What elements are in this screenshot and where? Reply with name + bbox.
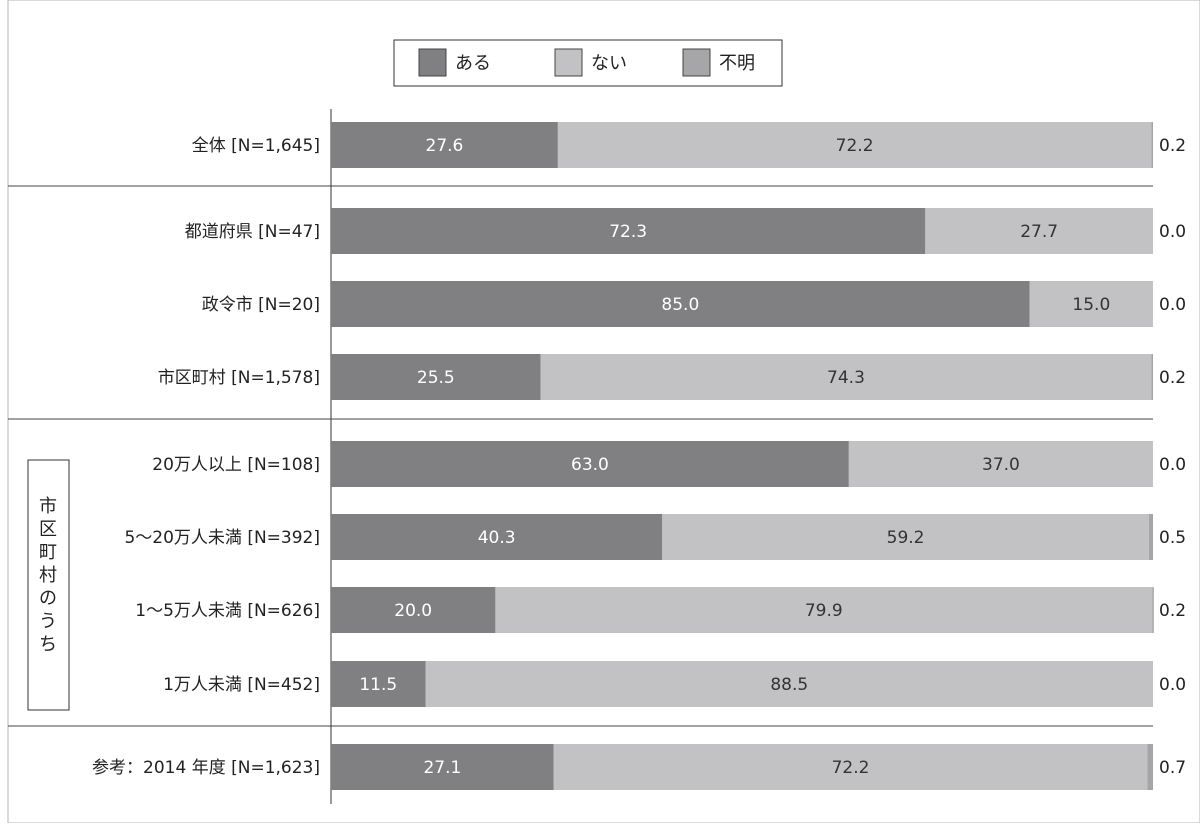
data-label-9-series-3: 0.7 bbox=[1159, 758, 1186, 778]
category-label-6: 5〜20万人未満 [N=392] bbox=[124, 528, 320, 548]
bar-9-series-1 bbox=[331, 744, 554, 790]
data-label-5-series-3: 0.0 bbox=[1159, 455, 1186, 475]
bar-3-series-1 bbox=[331, 281, 1030, 327]
data-label-4-series-3: 0.2 bbox=[1159, 368, 1186, 388]
legend-box bbox=[393, 39, 783, 87]
legend: ある ない 不明 bbox=[393, 39, 783, 87]
bar-7-series-2 bbox=[495, 587, 1153, 633]
bar-2-series-2 bbox=[925, 208, 1153, 254]
data-label-9-series-1: 27.1 bbox=[423, 758, 461, 778]
data-label-2-series-1: 72.3 bbox=[609, 222, 647, 242]
legend-swatch-3 bbox=[682, 48, 711, 77]
bar-4-series-2 bbox=[540, 354, 1152, 400]
legend-label-1: ある bbox=[455, 53, 491, 74]
bar-5-series-2 bbox=[848, 441, 1153, 487]
bar-6-series-1 bbox=[331, 514, 663, 560]
data-label-7-series-1: 20.0 bbox=[394, 601, 432, 621]
bar-7-series-3 bbox=[1152, 587, 1154, 633]
data-label-7-series-3: 0.2 bbox=[1159, 601, 1186, 621]
group-label-char-7: ち bbox=[39, 634, 57, 655]
group-label-char-5: の bbox=[39, 588, 57, 609]
group-label-char-3: 町 bbox=[39, 542, 57, 563]
bar-1-series-3 bbox=[1151, 122, 1153, 168]
bar-8-series-2 bbox=[425, 661, 1153, 707]
data-label-5-series-2: 37.0 bbox=[982, 455, 1020, 475]
data-label-3-series-2: 15.0 bbox=[1072, 295, 1110, 315]
bar-4-series-1 bbox=[331, 354, 541, 400]
data-label-4-series-2: 74.3 bbox=[827, 368, 865, 388]
bar-9-series-3 bbox=[1147, 744, 1153, 790]
data-label-2-series-2: 27.7 bbox=[1020, 222, 1058, 242]
legend-swatch-1 bbox=[418, 48, 447, 77]
category-label-4: 市区町村 [N=1,578] bbox=[158, 368, 320, 388]
group-label-char-2: 区 bbox=[39, 519, 57, 540]
data-label-7-series-2: 79.9 bbox=[805, 601, 843, 621]
bars bbox=[331, 122, 1154, 790]
legend-swatch-2 bbox=[554, 48, 583, 77]
category-label-5: 20万人以上 [N=108] bbox=[152, 455, 320, 475]
data-label-1-series-2: 72.2 bbox=[836, 136, 874, 156]
bar-2-series-1 bbox=[331, 208, 926, 254]
bar-3-series-2 bbox=[1029, 281, 1153, 327]
group-label-char-1: 市 bbox=[39, 496, 57, 517]
bar-1-series-1 bbox=[331, 122, 558, 168]
legend-label-3: 不明 bbox=[719, 53, 755, 74]
data-label-1-series-3: 0.2 bbox=[1159, 136, 1186, 156]
category-label-1: 全体 [N=1,645] bbox=[192, 136, 320, 156]
group-label-char-6: う bbox=[39, 611, 57, 632]
data-label-4-series-1: 25.5 bbox=[417, 368, 455, 388]
data-label-2-series-3: 0.0 bbox=[1159, 222, 1186, 242]
labels: 全体 [N=1,645] 27.6 72.2 0.2 都道府県 [N=47] 72.3 27… bbox=[92, 136, 1186, 778]
category-label-8: 1万人未満 [N=452] bbox=[163, 675, 320, 695]
bar-9-series-2 bbox=[553, 744, 1148, 790]
legend-label-2: ない bbox=[591, 53, 627, 74]
data-label-6-series-2: 59.2 bbox=[887, 528, 925, 548]
bar-5-series-1 bbox=[331, 441, 849, 487]
bar-6-series-2 bbox=[662, 514, 1149, 560]
category-label-3: 政令市 [N=20] bbox=[202, 295, 320, 315]
group-label-box bbox=[27, 459, 70, 711]
data-label-1-series-1: 27.6 bbox=[426, 136, 464, 156]
category-label-7: 1〜5万人未満 [N=626] bbox=[135, 601, 320, 621]
group-label-char-4: 村 bbox=[39, 565, 57, 586]
data-label-8-series-2: 88.5 bbox=[770, 675, 808, 695]
data-label-9-series-2: 72.2 bbox=[832, 758, 870, 778]
data-label-3-series-1: 85.0 bbox=[661, 295, 699, 315]
data-label-8-series-1: 11.5 bbox=[359, 675, 397, 695]
bar-7-series-1 bbox=[331, 587, 496, 633]
data-label-8-series-3: 0.0 bbox=[1159, 675, 1186, 695]
bar-1-series-2 bbox=[557, 122, 1152, 168]
data-label-6-series-3: 0.5 bbox=[1159, 528, 1186, 548]
bar-4-series-3 bbox=[1151, 354, 1153, 400]
data-label-6-series-1: 40.3 bbox=[478, 528, 516, 548]
data-label-5-series-1: 63.0 bbox=[571, 455, 609, 475]
bar-6-series-3 bbox=[1148, 514, 1153, 560]
category-label-9: 参考：2014 年度 [N=1,623] bbox=[92, 758, 320, 778]
category-label-2: 都道府県 [N=47] bbox=[185, 222, 320, 242]
bar-8-series-1 bbox=[331, 661, 426, 707]
data-label-3-series-3: 0.0 bbox=[1159, 295, 1186, 315]
